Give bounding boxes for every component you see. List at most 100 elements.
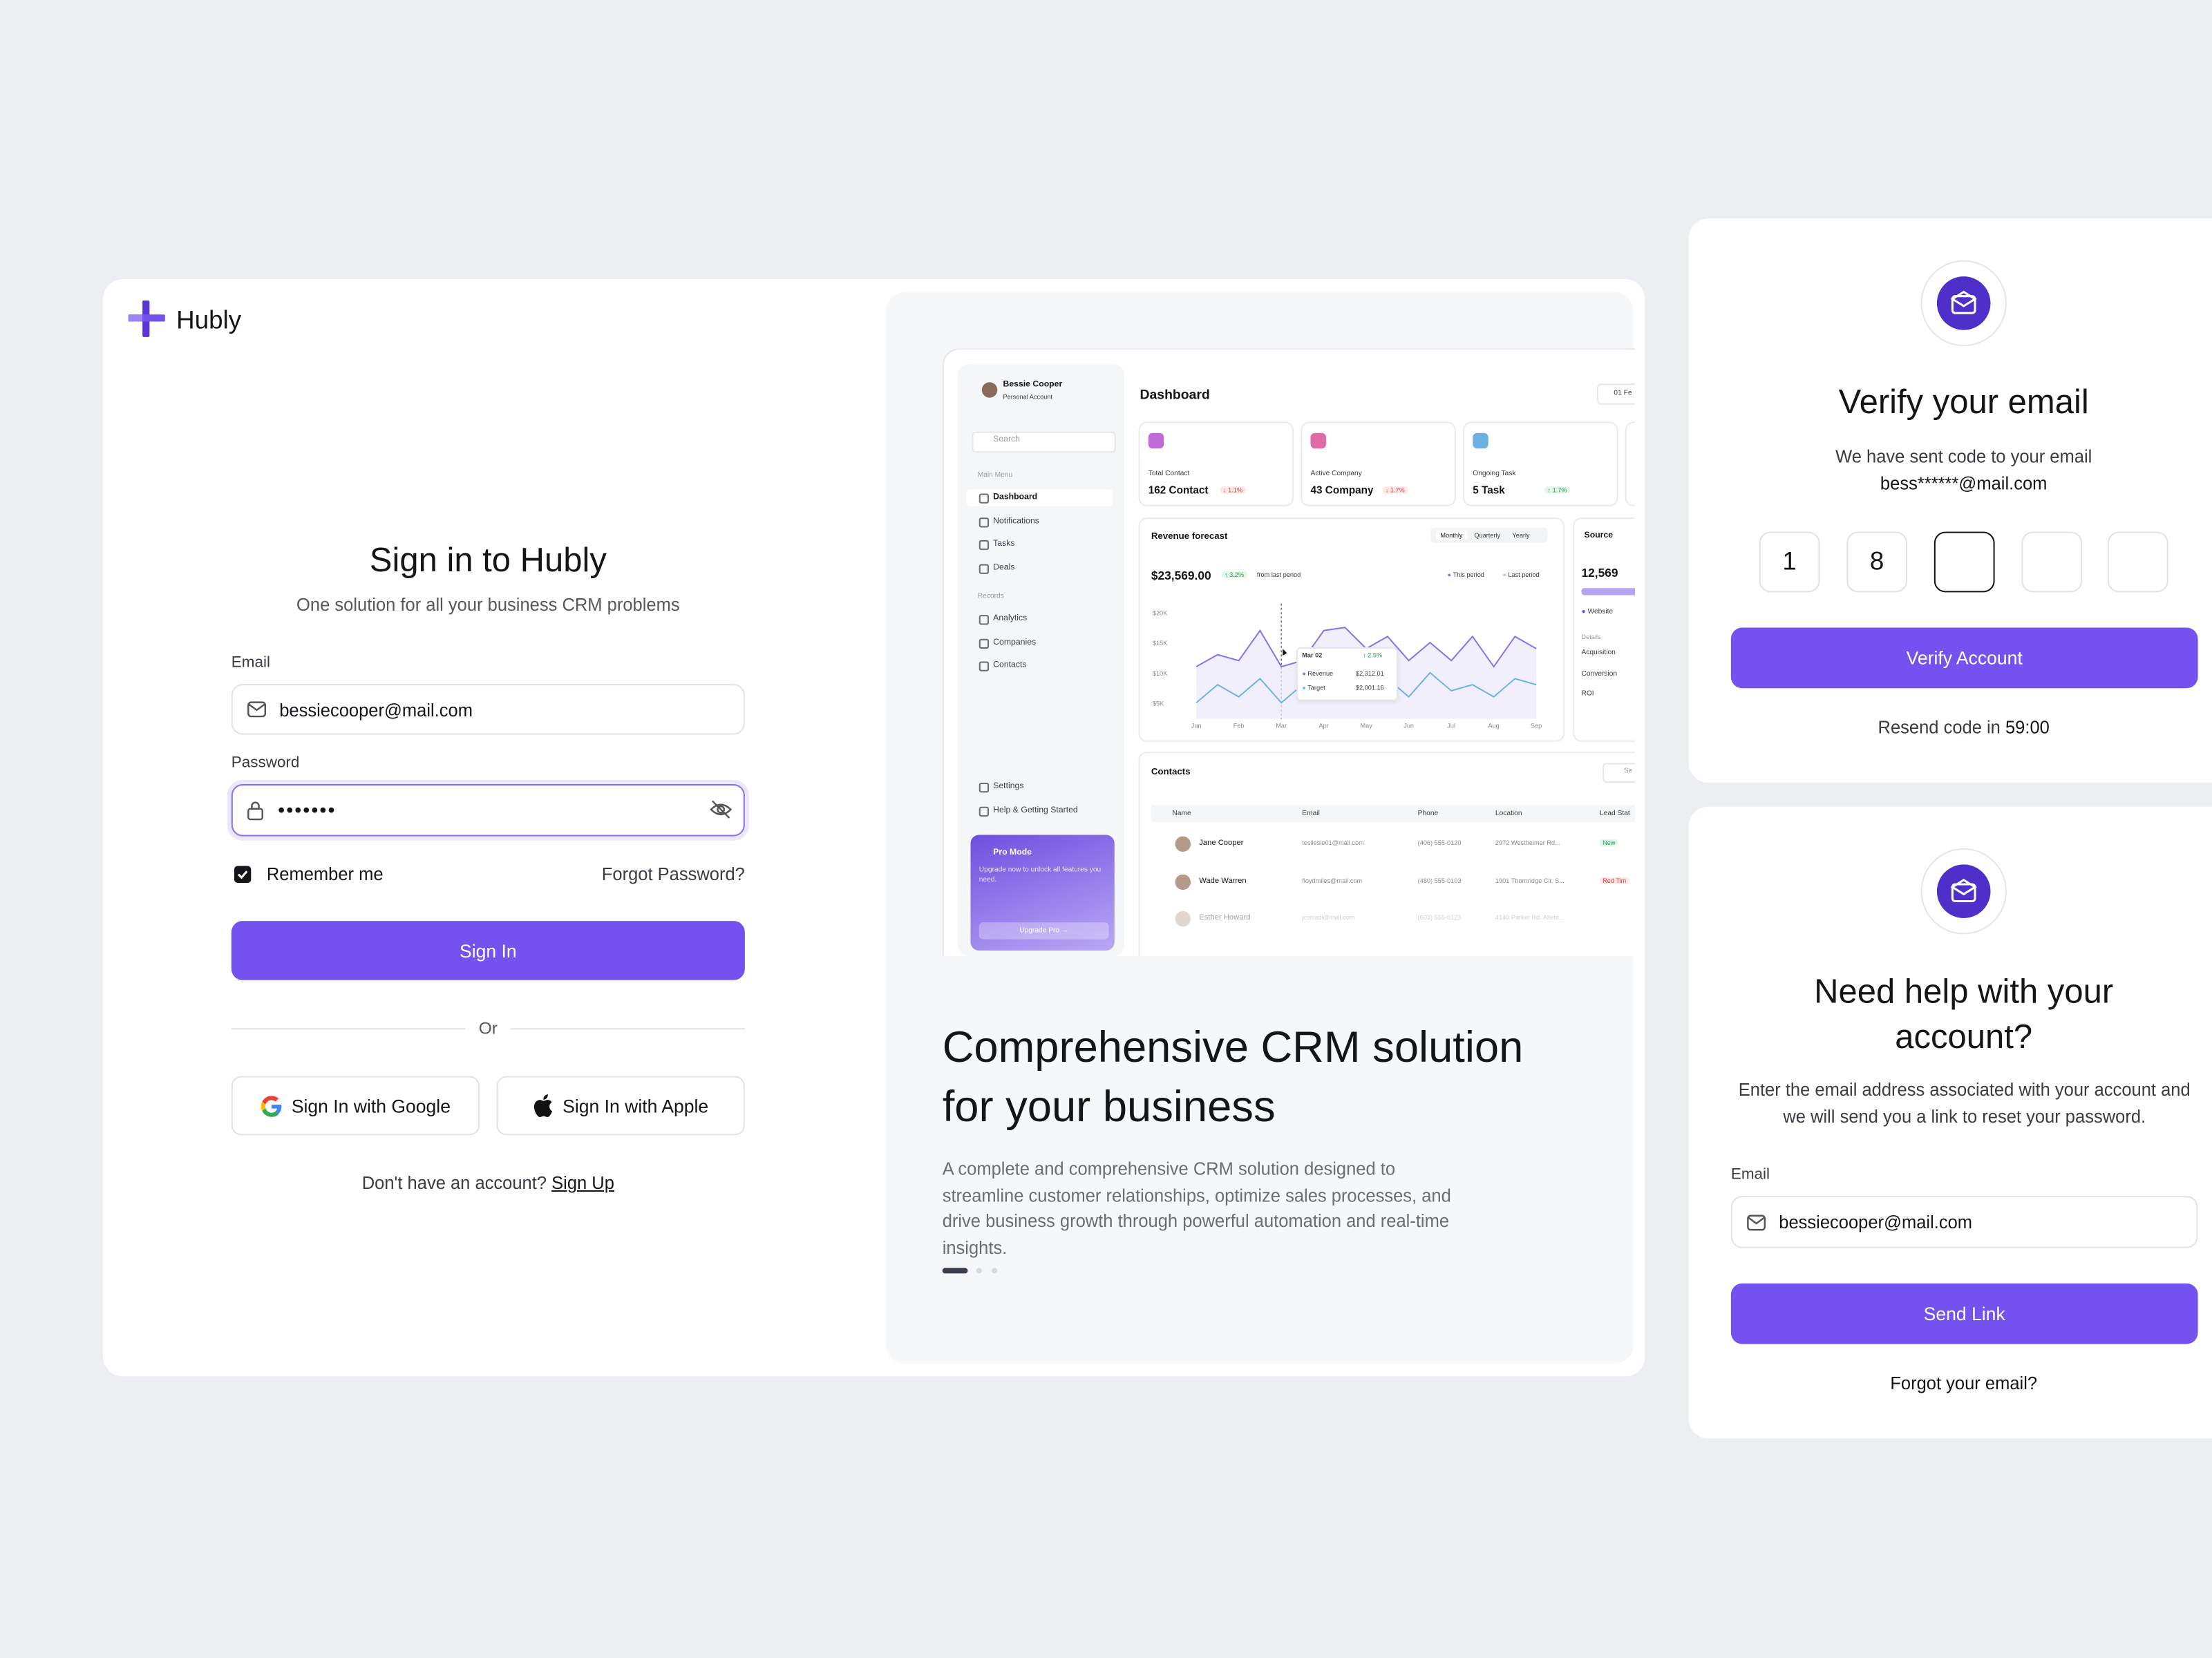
column-header: Email [1302, 809, 1320, 819]
send-link-button[interactable]: Send Link [1730, 1283, 2198, 1344]
pro-button[interactable]: Upgrade Pro → [979, 922, 1109, 940]
x-tick-label: Sep [1531, 722, 1542, 729]
x-tick-label: Jul [1447, 722, 1455, 729]
pro-text: Upgrade now to unlock all features you n… [979, 866, 1102, 884]
stat-icon [1473, 432, 1488, 449]
sign-in-button[interactable]: Sign In [231, 921, 745, 980]
code-digit[interactable]: 8 [1846, 531, 1908, 593]
cell: 1901 Thornridge Cir. S... [1495, 876, 1565, 884]
verify-title: Verify your email [1838, 383, 2089, 422]
date-picker[interactable] [1596, 383, 1636, 405]
source-legend: ● Website [1581, 607, 1614, 617]
dashboard-title: Dashboard [1140, 388, 1210, 403]
email-value: bessiecooper@mail.com [1779, 1212, 1973, 1233]
email-value: bessiecooper@mail.com [279, 701, 473, 721]
stat-value: 162 Contact [1148, 484, 1209, 497]
code-digit[interactable] [2107, 531, 2168, 593]
hide-icon[interactable] [710, 800, 732, 820]
carousel-dot[interactable] [992, 1268, 998, 1274]
email-input[interactable]: bessiecooper@mail.com [1730, 1196, 2198, 1248]
google-button[interactable]: Sign In with Google [231, 1076, 480, 1136]
source-title: Source [1584, 531, 1614, 540]
forgot-email-link[interactable]: Forgot your email? [1890, 1373, 2038, 1393]
tooltip-row: ● Target [1302, 684, 1325, 692]
help-title: Need help with your account? [1814, 973, 2114, 1057]
apple-button[interactable]: Sign In with Apple [496, 1076, 745, 1136]
code-digit[interactable]: 1 [1759, 531, 1820, 593]
search-box[interactable] [972, 431, 1116, 453]
menu-icon [979, 540, 990, 551]
contacts-title: Contacts [1151, 767, 1191, 777]
stat-value: 5 Task [1473, 484, 1505, 497]
password-input[interactable]: ••••••• [231, 784, 745, 837]
forgot-password-link[interactable]: Forgot Password? [601, 864, 745, 884]
detail-item: Acquisition [1581, 649, 1616, 658]
code-digit[interactable] [1934, 531, 1995, 593]
mail-icon [1747, 1214, 1766, 1231]
cell: (603) 555-0123 [1417, 913, 1462, 922]
user-role: Personal Account [1003, 393, 1052, 401]
contacts-search-placeholder: Se [1623, 767, 1633, 776]
password-value: ••••••• [278, 798, 337, 821]
sign-up-row: Don't have an account? Sign Up [231, 1173, 745, 1193]
menu-item: Contacts [993, 661, 1027, 670]
column-header: Location [1495, 809, 1522, 819]
cell: tesilesie01@mail.com [1302, 839, 1364, 846]
divider-line [511, 1028, 745, 1030]
carousel-dot[interactable] [976, 1268, 982, 1274]
cell: Wade Warren [1199, 876, 1247, 886]
tooltip-name: Target [1307, 684, 1325, 692]
contacts-card [1138, 752, 1636, 957]
pro-card [970, 835, 1115, 951]
cell: Esther Howard [1199, 913, 1251, 923]
menu-item: Tasks [993, 540, 1015, 549]
stat-change: ↑ 1.7% [1544, 486, 1570, 494]
x-tick-label: Apr [1319, 722, 1329, 729]
y-tick-label: $15K [1153, 640, 1168, 647]
x-tick-label: May [1360, 722, 1372, 729]
stat-change: ↓ 1.1% [1220, 486, 1246, 494]
menu-item: Analytics [993, 615, 1028, 624]
help-text: Enter the email address associated with … [1738, 1080, 2191, 1127]
divider-line [231, 1028, 466, 1030]
logo [128, 300, 165, 337]
revenue-title: Revenue forecast [1151, 531, 1228, 542]
tab: Yearly [1512, 531, 1530, 539]
contacts-search[interactable] [1603, 763, 1636, 783]
x-tick-label: Mar [1276, 722, 1287, 729]
remember-checkbox[interactable] [234, 866, 252, 883]
table-header [1151, 805, 1636, 823]
menu-heading: Main Menu [977, 470, 1013, 480]
email-label: Email [1730, 1166, 1770, 1183]
cell: jcorradi@mail.com [1302, 913, 1355, 922]
menu-icon [979, 638, 990, 649]
menu-icon [979, 783, 990, 793]
code-digit[interactable] [2021, 531, 2083, 593]
sign-in-subtitle: One solution for all your business CRM p… [296, 595, 680, 616]
stat-card [1301, 421, 1456, 506]
carousel-dot[interactable] [942, 1268, 968, 1274]
menu-icon [979, 563, 990, 573]
google-icon [260, 1095, 281, 1116]
cell: (406) 555-0120 [1417, 839, 1462, 846]
y-tick-label: $20K [1153, 610, 1168, 617]
lock-icon [247, 801, 263, 821]
active-menu-highlight [966, 489, 1113, 506]
verify-button[interactable]: Verify Account [1730, 627, 2198, 689]
password-label: Password [231, 754, 300, 772]
stat-card [1462, 421, 1618, 506]
y-tick-label: $10K [1153, 670, 1168, 677]
x-tick-label: Feb [1233, 722, 1245, 729]
sign-up-link[interactable]: Sign Up [551, 1173, 614, 1194]
detail-item: ROI [1581, 689, 1594, 698]
column-header: Name [1172, 809, 1191, 819]
menu-item: Notifications [993, 517, 1039, 526]
source-total: 12,569 [1581, 565, 1618, 580]
x-tick-label: Jan [1191, 722, 1202, 729]
menu-icon [979, 661, 990, 671]
email-input[interactable]: bessiecooper@mail.com [231, 684, 745, 735]
legend-label: Website [1587, 607, 1614, 617]
stat-label: Ongoing Task [1473, 469, 1516, 479]
